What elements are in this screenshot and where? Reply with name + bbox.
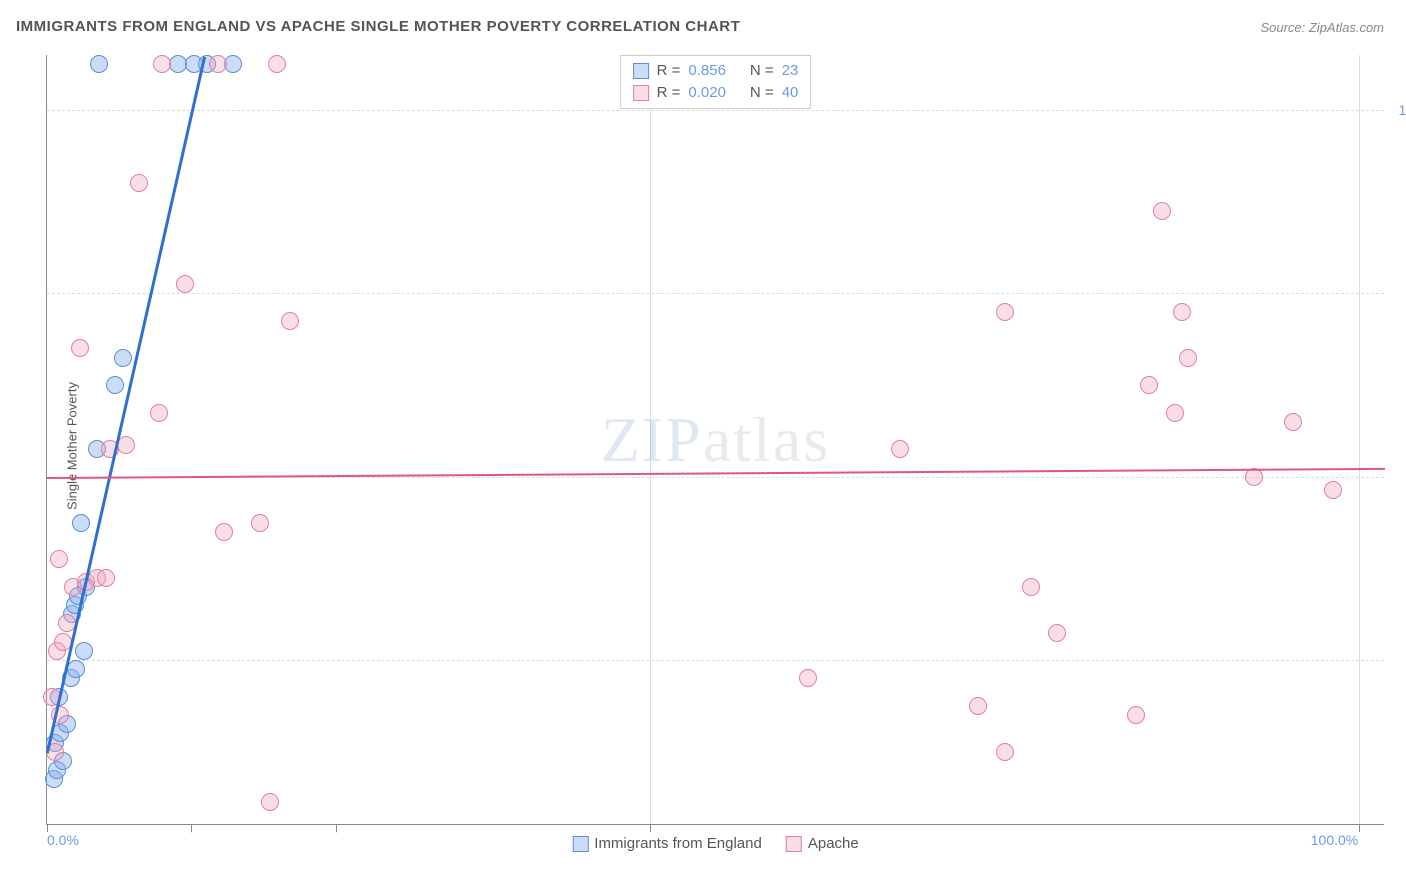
- legend-swatch-series1: [572, 836, 588, 852]
- gridline-vertical: [1359, 55, 1360, 824]
- scatter-point: [215, 523, 233, 541]
- scatter-point: [50, 550, 68, 568]
- scatter-point: [1173, 303, 1191, 321]
- scatter-point: [209, 55, 227, 73]
- scatter-point: [1153, 202, 1171, 220]
- x-tick-mark: [1359, 824, 1360, 832]
- r-label: R =: [657, 60, 681, 82]
- x-tick-label: 0.0%: [47, 832, 79, 848]
- legend-label-series1: Immigrants from England: [594, 835, 762, 852]
- watermark: ZIPatlas: [601, 403, 830, 477]
- x-tick-mark: [47, 824, 48, 832]
- legend-label-series2: Apache: [808, 835, 859, 852]
- scatter-point: [261, 793, 279, 811]
- scatter-point: [1179, 349, 1197, 367]
- legend-swatch-series2: [786, 836, 802, 852]
- scatter-plot-area: ZIPatlas R = 0.856 N = 23 R = 0.020 N = …: [46, 55, 1384, 825]
- scatter-point: [130, 174, 148, 192]
- n-value-series1: 23: [782, 60, 799, 82]
- scatter-point: [97, 569, 115, 587]
- r-label: R =: [657, 82, 681, 104]
- r-value-series2: 0.020: [688, 82, 726, 104]
- gridline-horizontal: [47, 293, 1384, 294]
- scatter-point: [72, 514, 90, 532]
- x-tick-label: 100.0%: [1311, 832, 1358, 848]
- scatter-point: [1166, 404, 1184, 422]
- scatter-point: [224, 55, 242, 73]
- scatter-point: [1127, 706, 1145, 724]
- scatter-point: [251, 514, 269, 532]
- n-label: N =: [750, 60, 774, 82]
- scatter-point: [891, 440, 909, 458]
- source-label: Source: ZipAtlas.com: [1260, 20, 1384, 35]
- scatter-point: [1048, 624, 1066, 642]
- scatter-point: [799, 669, 817, 687]
- legend-correlation-box: R = 0.856 N = 23 R = 0.020 N = 40: [620, 55, 812, 109]
- scatter-point: [153, 55, 171, 73]
- scatter-point: [114, 349, 132, 367]
- gridline-vertical: [650, 55, 651, 824]
- legend-item: Immigrants from England: [572, 835, 762, 852]
- x-tick-mark: [191, 824, 192, 832]
- scatter-point: [71, 339, 89, 357]
- legend-row: R = 0.856 N = 23: [633, 60, 799, 82]
- scatter-point: [996, 303, 1014, 321]
- scatter-point: [268, 55, 286, 73]
- scatter-point: [1140, 376, 1158, 394]
- legend-swatch-series2: [633, 85, 649, 101]
- scatter-point: [1284, 413, 1302, 431]
- scatter-point: [67, 660, 85, 678]
- r-value-series1: 0.856: [688, 60, 726, 82]
- gridline-horizontal: [47, 110, 1384, 111]
- legend-bottom: Immigrants from England Apache: [572, 835, 858, 852]
- legend-swatch-series1: [633, 63, 649, 79]
- legend-row: R = 0.020 N = 40: [633, 82, 799, 104]
- scatter-point: [969, 697, 987, 715]
- n-label: N =: [750, 82, 774, 104]
- n-value-series2: 40: [782, 82, 799, 104]
- watermark-part1: ZIP: [601, 404, 703, 475]
- scatter-point: [90, 55, 108, 73]
- x-tick-mark: [336, 824, 337, 832]
- scatter-point: [996, 743, 1014, 761]
- scatter-point: [150, 404, 168, 422]
- watermark-part2: atlas: [703, 404, 830, 475]
- scatter-point: [1324, 481, 1342, 499]
- scatter-point: [106, 376, 124, 394]
- chart-title: IMMIGRANTS FROM ENGLAND VS APACHE SINGLE…: [16, 18, 740, 35]
- scatter-point: [75, 642, 93, 660]
- scatter-point: [176, 275, 194, 293]
- scatter-point: [1022, 578, 1040, 596]
- x-tick-mark: [650, 824, 651, 832]
- trend-line-series1: [46, 56, 206, 753]
- legend-item: Apache: [786, 835, 859, 852]
- scatter-point: [281, 312, 299, 330]
- gridline-horizontal: [47, 660, 1384, 661]
- y-tick-label: 100.0%: [1399, 102, 1406, 118]
